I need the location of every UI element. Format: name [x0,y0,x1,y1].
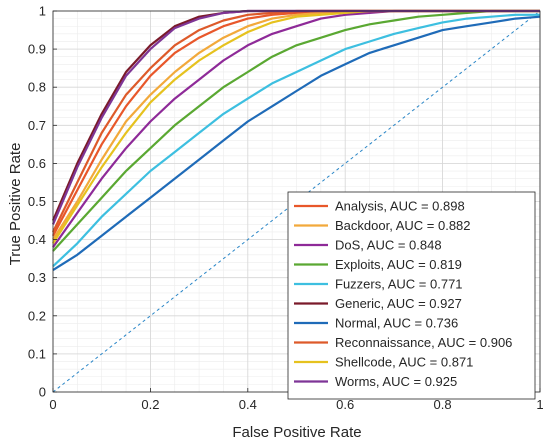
y-tick-label: 0.3 [28,270,46,285]
series-line-3 [52,9,540,252]
chance-line [52,10,541,393]
y-tick-label: 0.7 [28,118,46,133]
y-tick-label: 0.1 [28,346,46,361]
legend-box [287,191,536,400]
legend-entry: Generic, AUC = 0.927 [335,296,462,311]
x-tick-label: 0.4 [239,397,257,412]
legend-entry: Backdoor, AUC = 0.882 [335,218,471,233]
x-tick-label: 0.2 [141,397,159,412]
legend-entry: Analysis, AUC = 0.898 [335,199,465,214]
y-tick-label: 0 [39,385,46,400]
legend-entry: Fuzzers, AUC = 0.771 [335,277,463,292]
x-tick-label: 0 [49,397,56,412]
legend-entry: Shellcode, AUC = 0.871 [335,355,473,370]
y-tick-label: 1 [39,4,46,19]
series-line-4 [52,13,540,268]
x-tick-label: 0.6 [336,397,354,412]
y-tick-label: 0.5 [28,194,46,209]
legend-entry: Exploits, AUC = 0.819 [335,257,462,272]
legend: Analysis, AUC = 0.898 Backdoor, AUC = 0.8… [287,191,536,400]
y-axis-label: True Positive Rate [7,143,24,266]
series-line-6 [52,15,541,272]
x-tick-label: 1 [536,397,543,412]
axes: 0 0.2 0.4 0.6 0.8 1 0 0.1 0.2 0.3 0.4 0.5 0.6 0.7 0.8 0… [28,4,544,413]
legend-entry: Worms, AUC = 0.925 [335,374,457,389]
y-tick-label: 0.2 [28,308,46,323]
x-axis-label: False Positive Rate [232,424,361,441]
x-tick-label: 0.8 [434,397,452,412]
legend-entry: DoS, AUC = 0.848 [335,238,442,253]
y-tick-label: 0.9 [28,42,46,57]
y-tick-label: 0.6 [28,156,46,171]
legend-entry: Normal, AUC = 0.736 [335,316,458,331]
y-tick-label: 0.4 [28,232,46,247]
legend-entry: Reconnaissance, AUC = 0.906 [335,335,512,350]
y-tick-label: 0.8 [28,80,46,95]
